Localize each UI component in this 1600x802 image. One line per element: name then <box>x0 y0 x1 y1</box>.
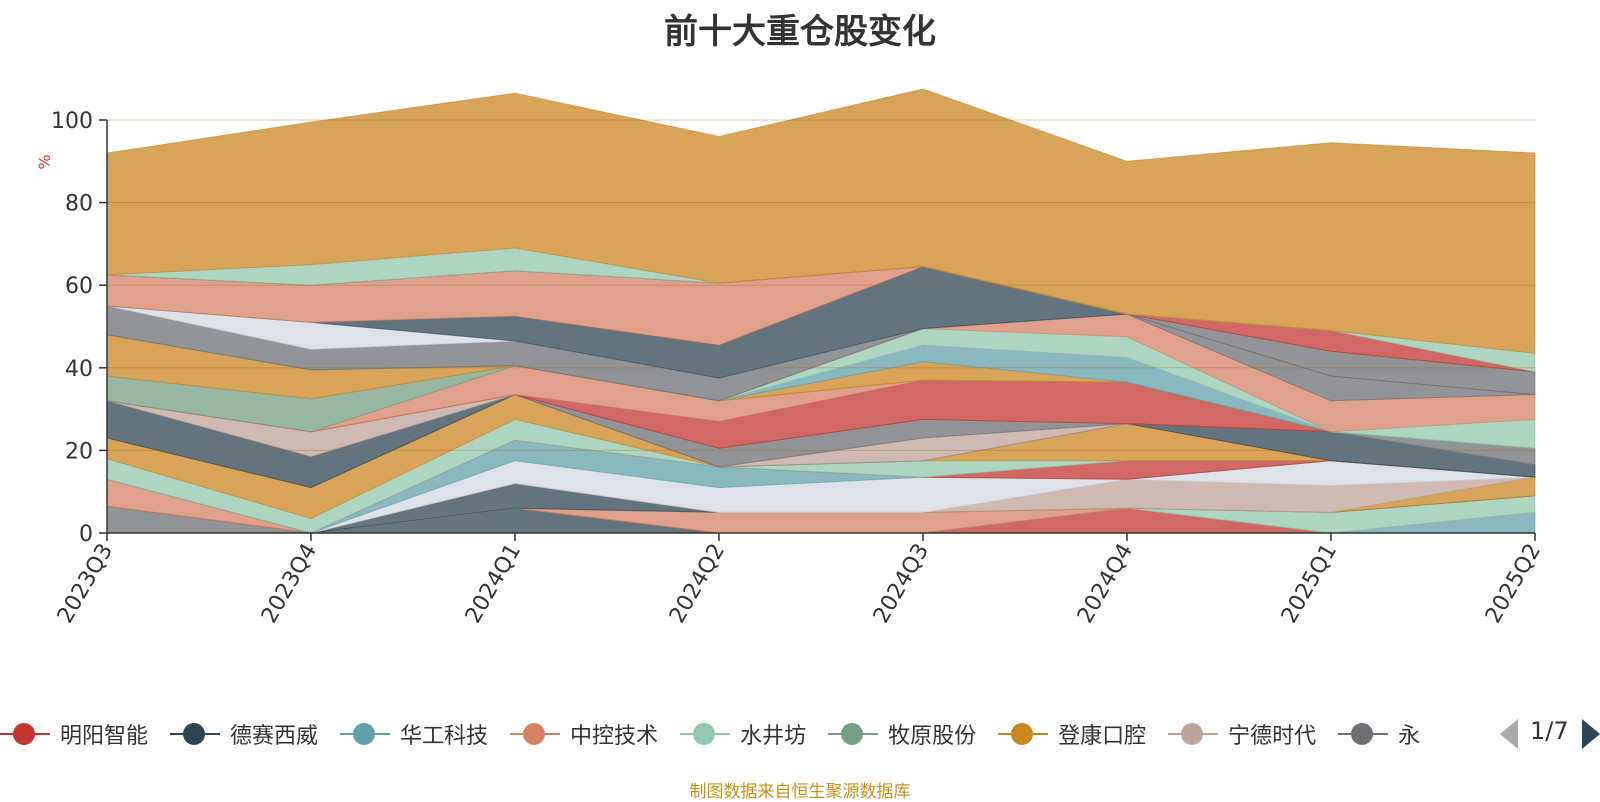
legend-marker-icon <box>1338 723 1389 745</box>
y-tick-label: 60 <box>65 274 93 299</box>
legend-item[interactable]: 永 <box>1338 712 1420 756</box>
y-tick-label: 40 <box>65 357 93 382</box>
series-area-32 <box>106 88 1536 354</box>
x-tick-label: 2024Q4 <box>1073 540 1138 628</box>
legend-label: 华工科技 <box>400 724 489 749</box>
legend-item[interactable]: 德赛西威 <box>170 712 318 756</box>
x-tick-label: 2025Q1 <box>1277 540 1342 628</box>
x-tick-label: 2024Q2 <box>665 540 730 628</box>
x-tick-label: 2023Q3 <box>53 540 118 628</box>
x-tick-label: 2025Q2 <box>1481 540 1546 628</box>
legend-page-indicator: 1/7 <box>1530 717 1569 745</box>
y-tick-label: 20 <box>65 439 93 464</box>
legend-prev-page-button[interactable] <box>1500 719 1518 749</box>
legend-label: 明阳智能 <box>60 724 149 749</box>
y-tick-label: 0 <box>79 522 93 547</box>
legend-marker-icon <box>1168 723 1219 745</box>
legend-marker-icon <box>170 723 221 745</box>
series-areas <box>106 88 1536 534</box>
y-axis-unit-label: % <box>35 154 54 169</box>
legend-label: 水井坊 <box>740 724 807 749</box>
legend-label: 牧原股份 <box>888 724 977 749</box>
legend-item[interactable]: 宁德时代 <box>1168 712 1316 756</box>
legend-label: 德赛西威 <box>230 724 319 749</box>
chart-title: 前十大重仓股变化 <box>664 12 936 52</box>
legend-item[interactable]: 明阳智能 <box>0 712 148 756</box>
legend-pager: 1/7 <box>1500 717 1600 751</box>
legend-item[interactable]: 中控技术 <box>510 712 658 756</box>
stacked-area-chart: 0 20 40 60 80 100 2023Q3 2023Q4 2024Q1 2024Q2 2024… <box>35 88 1546 628</box>
y-tick-label: 80 <box>65 192 93 217</box>
legend: 明阳智能 德赛西威 华工科技 中控技术 水井坊 牧原股份 登康口腔 宁德时代 永 <box>0 712 1476 756</box>
data-source-note: 制图数据来自恒生聚源数据库 <box>689 782 911 802</box>
legend-marker-icon <box>510 723 561 745</box>
legend-marker-icon <box>0 723 50 745</box>
legend-item[interactable]: 牧原股份 <box>828 712 976 756</box>
legend-label: 中控技术 <box>570 724 659 749</box>
legend-label: 宁德时代 <box>1228 724 1317 749</box>
legend-next-page-button[interactable] <box>1582 719 1600 749</box>
legend-item[interactable]: 华工科技 <box>340 712 488 756</box>
grid-lines <box>107 119 1535 451</box>
legend-item[interactable]: 登康口腔 <box>998 712 1146 756</box>
legend-label: 永 <box>1398 724 1421 749</box>
legend-item[interactable]: 水井坊 <box>680 712 806 756</box>
y-tick-label: 100 <box>51 109 93 134</box>
x-tick-label: 2024Q3 <box>869 540 934 628</box>
legend-label: 登康口腔 <box>1058 724 1147 749</box>
legend-marker-icon <box>998 723 1049 745</box>
legend-marker-icon <box>340 723 391 745</box>
legend-marker-icon <box>680 723 731 745</box>
x-tick-label: 2024Q1 <box>461 540 526 628</box>
legend-items: 明阳智能 德赛西威 华工科技 中控技术 水井坊 牧原股份 登康口腔 宁德时代 永 <box>0 712 1442 756</box>
x-tick-label: 2023Q4 <box>257 540 322 628</box>
legend-marker-icon <box>828 723 879 745</box>
